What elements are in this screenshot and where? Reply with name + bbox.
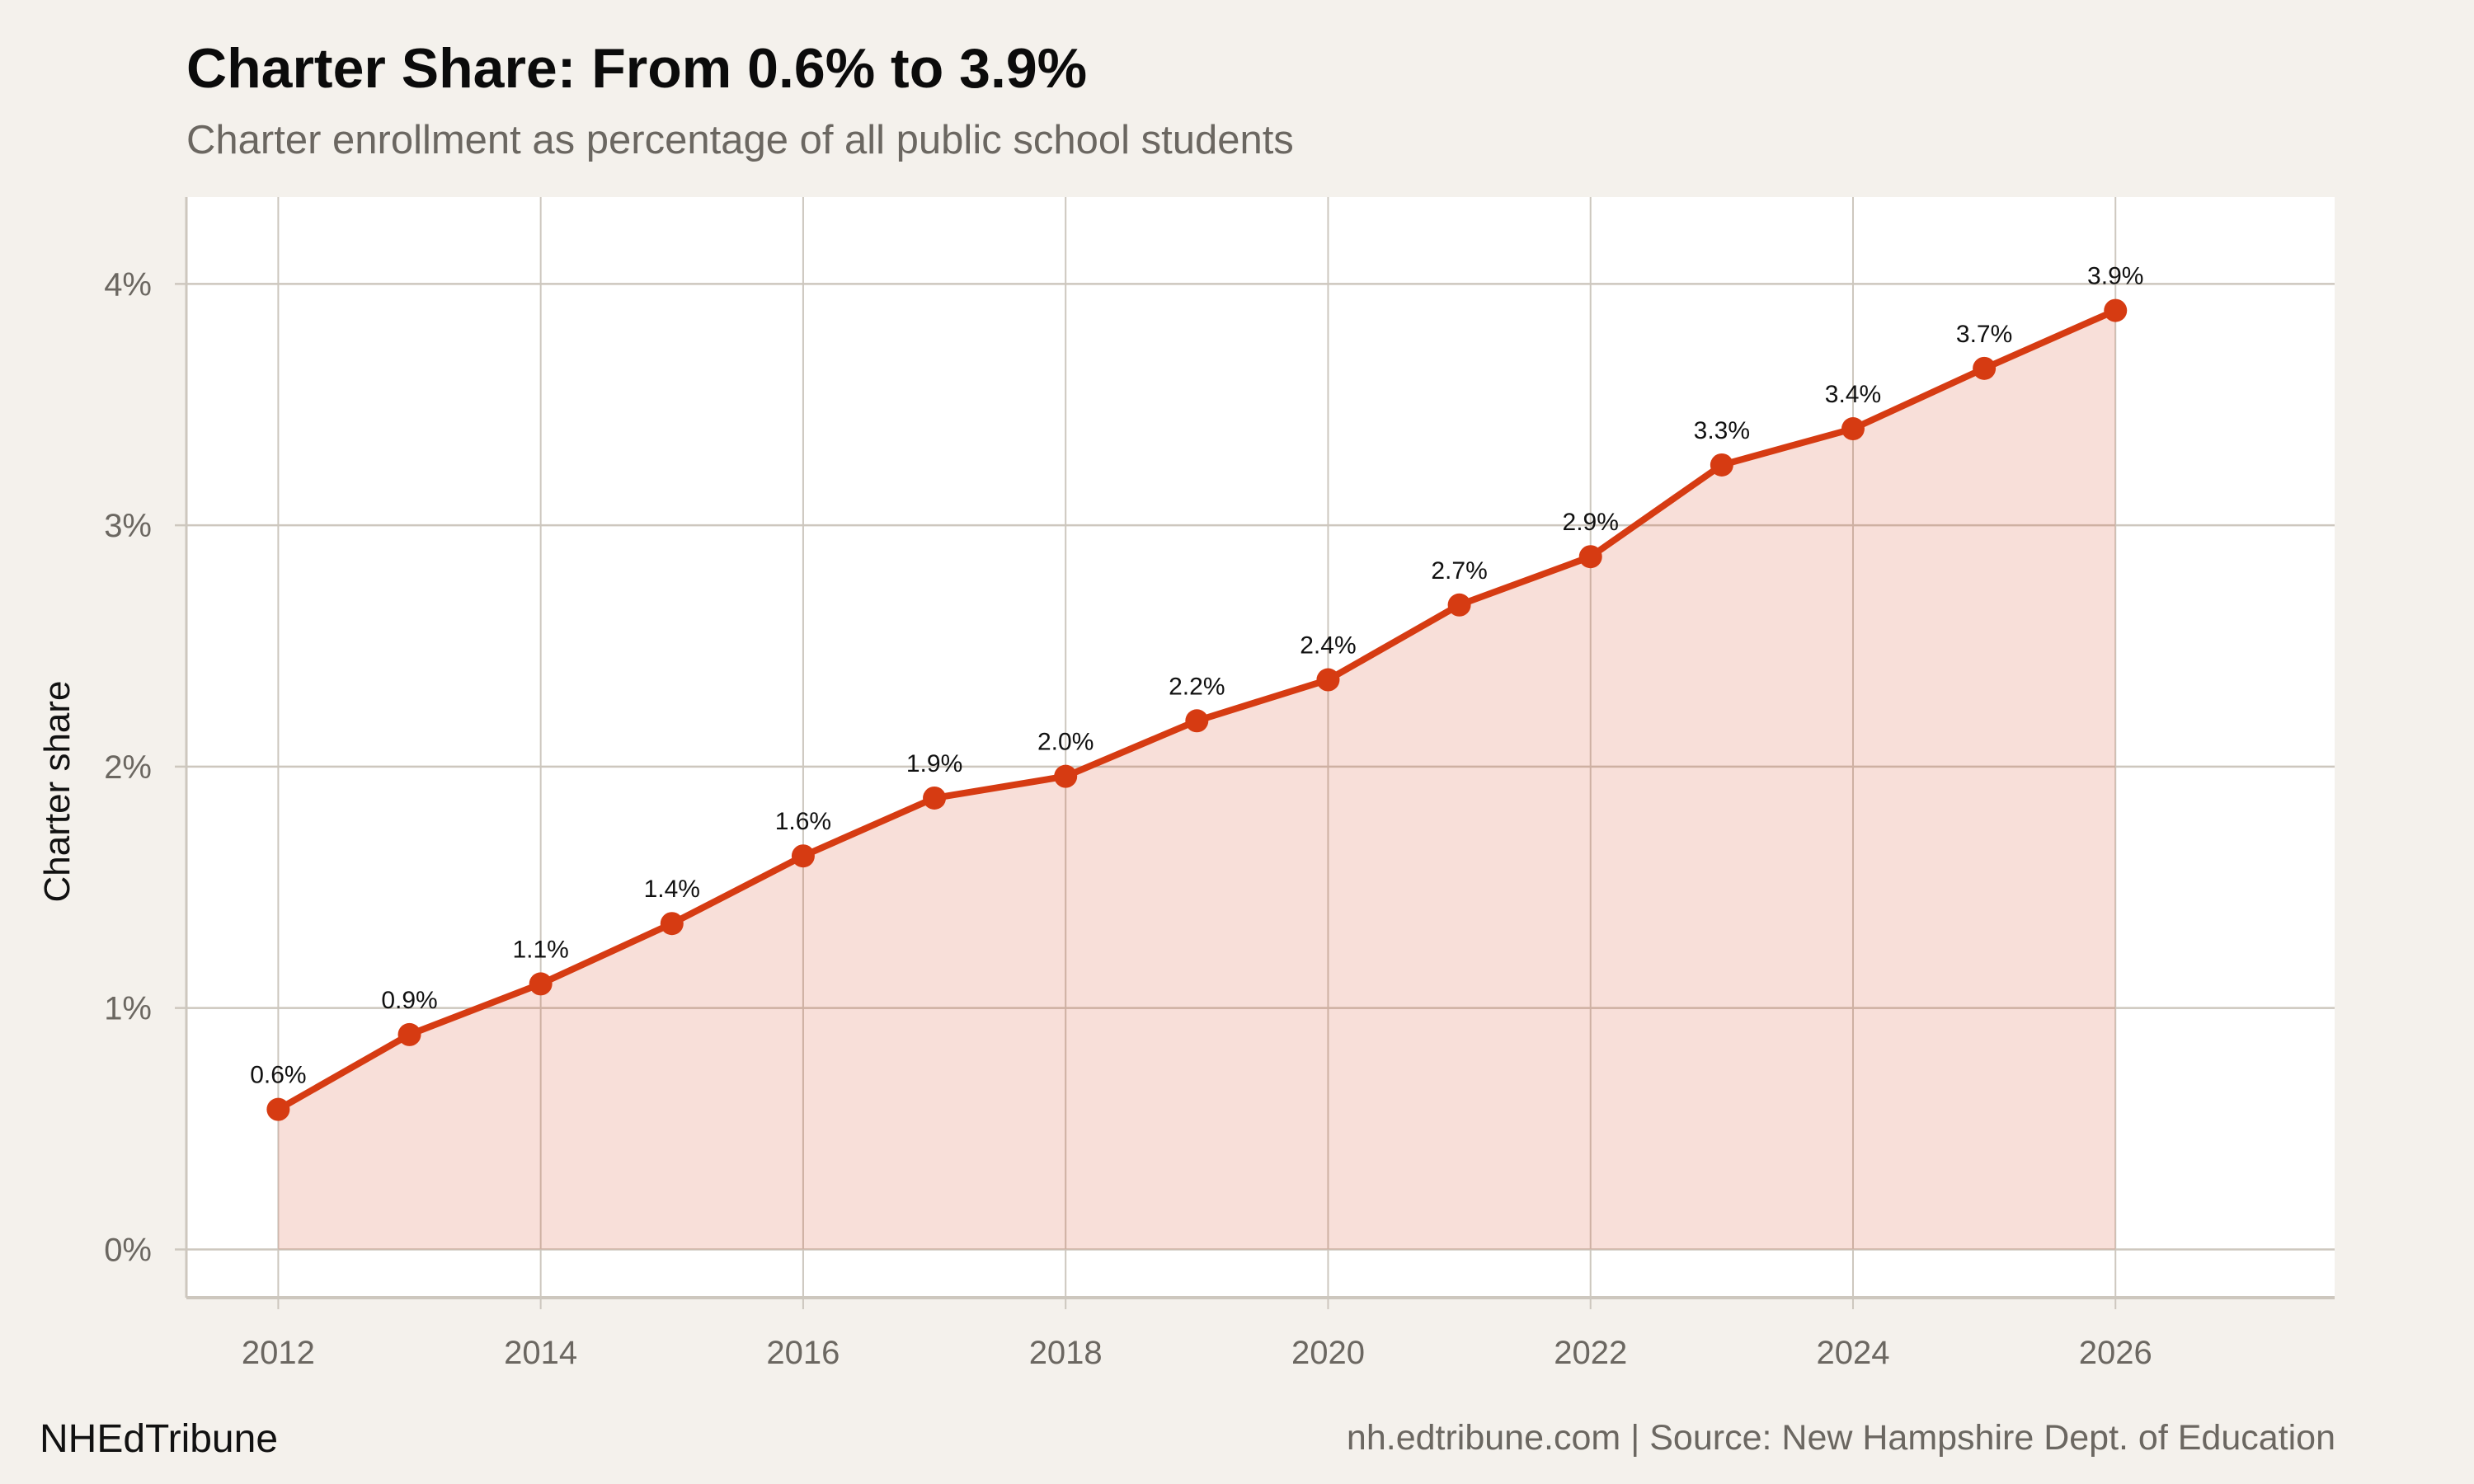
x-tick-label: 2014	[504, 1335, 577, 1371]
data-point	[1973, 356, 1997, 380]
data-point	[660, 912, 684, 936]
brand-logo-text: NHEdTribune	[40, 1417, 279, 1461]
gridlines	[175, 197, 2335, 1309]
data-point	[1710, 453, 1733, 477]
data-label: 0.9%	[381, 987, 437, 1014]
x-tick-label: 2026	[2079, 1335, 2152, 1371]
data-point	[529, 972, 553, 996]
y-tick-label: 4%	[104, 266, 152, 303]
data-label: 1.1%	[512, 936, 568, 963]
data-point	[1447, 593, 1471, 617]
data-point	[2104, 298, 2128, 322]
data-point	[923, 786, 947, 810]
data-point	[1841, 417, 1865, 441]
data-label: 3.7%	[1956, 321, 2012, 348]
x-tick-label: 2022	[1554, 1335, 1627, 1371]
x-tick-label: 2020	[1291, 1335, 1365, 1371]
data-label: 1.9%	[906, 750, 962, 777]
data-label: 2.9%	[1563, 509, 1619, 536]
chart-subtitle: Charter enrollment as percentage of all …	[186, 118, 1294, 162]
y-tick-label: 3%	[104, 508, 152, 544]
data-label: 3.4%	[1825, 381, 1881, 408]
data-label: 2.2%	[1169, 673, 1225, 700]
plot-panel	[186, 197, 2335, 1298]
data-point	[791, 844, 815, 868]
y-axis-label: Charter share	[37, 680, 78, 902]
data-label: 2.0%	[1037, 729, 1094, 756]
data-label: 1.4%	[644, 876, 700, 903]
x-tick-label: 2012	[242, 1335, 315, 1371]
area-fill	[278, 310, 2116, 1250]
y-tick-label: 1%	[104, 991, 152, 1027]
source-caption: nh.edtribune.com | Source: New Hampshire…	[1346, 1418, 2335, 1458]
data-point	[1316, 668, 1340, 692]
axes: 0% 1% 2% 3% 4% 2012 2014 2016 2018 2020 2022 2024 20…	[104, 197, 2335, 1371]
data-point	[266, 1097, 290, 1121]
data-label: 1.6%	[775, 808, 831, 835]
data-point	[1578, 545, 1602, 569]
data-label: 3.9%	[2087, 263, 2143, 290]
data-marks: 0.6% 0.9% 1.1% 1.4% 1.6% 1.9% 2.0% 2.2% 2.4% 2.7%…	[250, 263, 2143, 1121]
data-label: 2.4%	[1300, 632, 1356, 660]
x-tick-label: 2024	[1816, 1335, 1889, 1371]
data-label: 2.7%	[1431, 557, 1487, 585]
data-point	[397, 1022, 421, 1046]
data-label: 3.3%	[1694, 417, 1750, 444]
data-point	[1054, 764, 1078, 788]
data-point	[1185, 709, 1209, 733]
data-label: 0.6%	[250, 1062, 306, 1089]
y-tick-label: 0%	[104, 1232, 152, 1268]
y-tick-label: 2%	[104, 749, 152, 786]
x-tick-label: 2018	[1029, 1335, 1103, 1371]
chart-title: Charter Share: From 0.6% to 3.9%	[186, 37, 1088, 100]
area-layer	[278, 310, 2116, 1250]
x-tick-label: 2016	[766, 1335, 840, 1371]
